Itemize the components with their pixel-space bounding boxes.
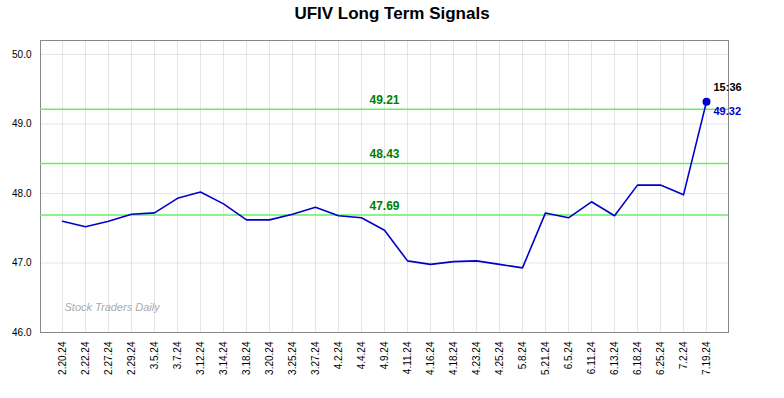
- svg-text:7.2.24: 7.2.24: [678, 341, 689, 369]
- svg-text:5.8.24: 5.8.24: [517, 341, 528, 369]
- svg-text:4.18.24: 4.18.24: [448, 341, 459, 375]
- svg-text:6.13.24: 6.13.24: [609, 341, 620, 375]
- svg-text:2.22.24: 2.22.24: [80, 341, 91, 375]
- svg-text:2.27.24: 2.27.24: [103, 341, 114, 375]
- svg-text:3.14.24: 3.14.24: [218, 341, 229, 375]
- svg-text:49.0: 49.0: [12, 118, 32, 129]
- svg-text:6.25.24: 6.25.24: [655, 341, 666, 375]
- svg-text:4.23.24: 4.23.24: [471, 341, 482, 375]
- svg-text:4.11.24: 4.11.24: [402, 341, 413, 374]
- svg-text:3.25.24: 3.25.24: [287, 341, 298, 375]
- svg-text:4.4.24: 4.4.24: [356, 341, 367, 369]
- svg-text:7.19.24: 7.19.24: [701, 341, 712, 375]
- svg-text:46.0: 46.0: [12, 327, 32, 338]
- svg-text:50.0: 50.0: [12, 49, 32, 60]
- svg-text:3.12.24: 3.12.24: [195, 341, 206, 375]
- svg-text:4.25.24: 4.25.24: [494, 341, 505, 375]
- svg-text:49.32: 49.32: [714, 105, 742, 117]
- svg-text:4.2.24: 4.2.24: [333, 341, 344, 369]
- svg-text:3.7.24: 3.7.24: [172, 341, 183, 369]
- svg-text:Stock Traders Daily: Stock Traders Daily: [65, 301, 162, 313]
- svg-text:49.21: 49.21: [369, 93, 399, 107]
- svg-text:47.69: 47.69: [369, 199, 399, 213]
- svg-text:3.27.24: 3.27.24: [310, 341, 321, 375]
- svg-text:48.43: 48.43: [369, 147, 399, 161]
- svg-text:4.16.24: 4.16.24: [425, 341, 436, 375]
- svg-text:2.29.24: 2.29.24: [126, 341, 137, 375]
- svg-text:47.0: 47.0: [12, 257, 32, 268]
- svg-text:3.20.24: 3.20.24: [264, 341, 275, 375]
- svg-text:48.0: 48.0: [12, 188, 32, 199]
- svg-text:2.20.24: 2.20.24: [57, 341, 68, 375]
- svg-text:6.18.24: 6.18.24: [632, 341, 643, 375]
- svg-text:3.18.24: 3.18.24: [241, 341, 252, 375]
- svg-text:6.5.24: 6.5.24: [563, 341, 574, 369]
- svg-text:4.9.24: 4.9.24: [379, 341, 390, 369]
- html-text:UFIV Long Term Signals: UFIV Long Term Signals: [294, 4, 490, 23]
- svg-text:3.5.24: 3.5.24: [149, 341, 160, 369]
- svg-text:5.21.24: 5.21.24: [540, 341, 551, 375]
- svg-text:15:36: 15:36: [714, 81, 742, 93]
- svg-text:6.11.24: 6.11.24: [586, 341, 597, 374]
